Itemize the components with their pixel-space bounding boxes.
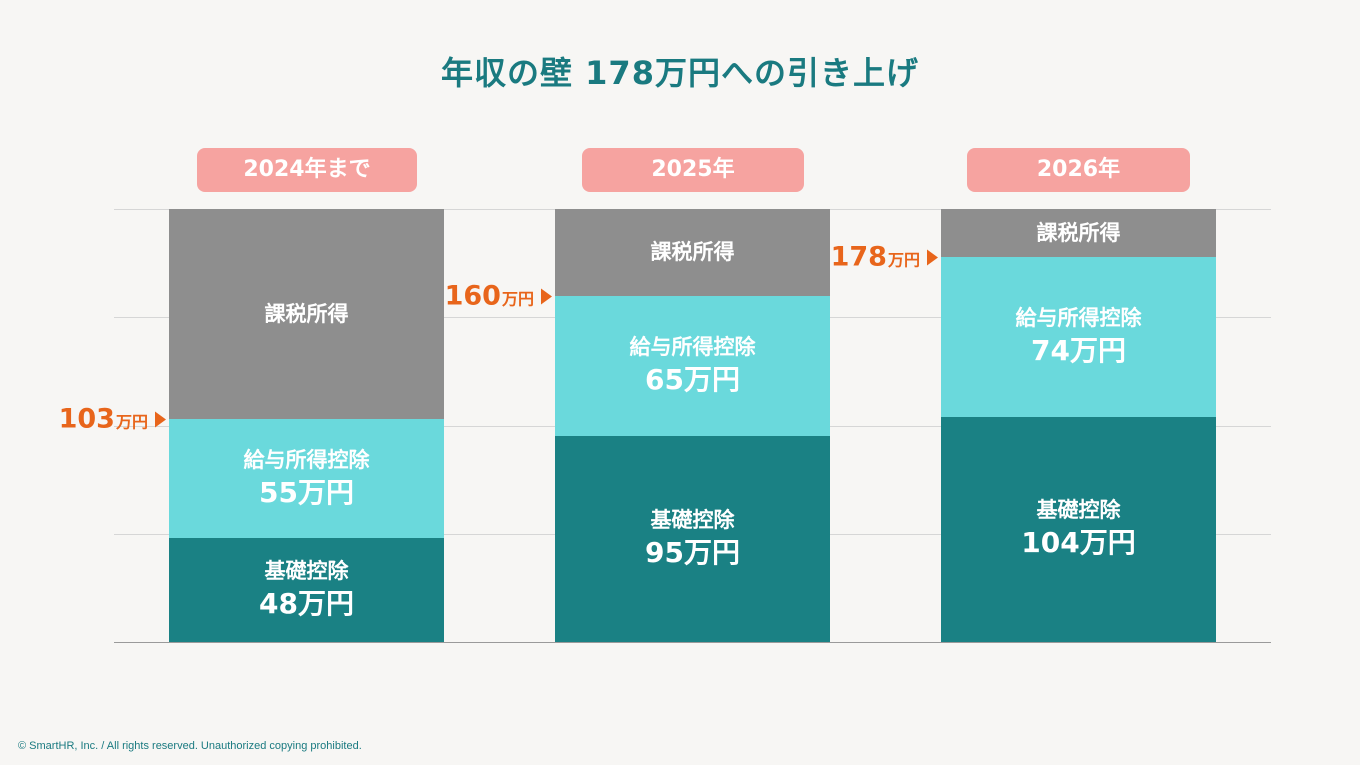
- segment-name: 課税所得: [650, 239, 735, 264]
- threshold-unit: 万円: [501, 289, 534, 309]
- segment-label: 給与所得控除 55万円: [169, 446, 444, 512]
- segment-label: 課税所得: [555, 238, 830, 266]
- segment-label: 課税所得: [169, 300, 444, 328]
- segment-label: 基礎控除 104万円: [941, 496, 1216, 562]
- bar-segment: [169, 209, 444, 419]
- copyright-footer: © SmartHR, Inc. / All rights reserved. U…: [18, 740, 362, 752]
- segment-value: 65万円: [645, 363, 740, 397]
- segment-label: 給与所得控除 65万円: [555, 333, 830, 399]
- segment-name: 給与所得控除: [1015, 305, 1142, 330]
- segment-value: 74万円: [1031, 334, 1126, 368]
- gridline: [114, 642, 1271, 643]
- category-label: 2026年: [967, 148, 1190, 192]
- category-label: 2024年まで: [197, 148, 417, 192]
- category-label: 2025年: [582, 148, 804, 192]
- bar-segment: [941, 417, 1216, 642]
- bar-segment: [941, 209, 1216, 257]
- bar-segment: [555, 436, 830, 642]
- segment-name: 基礎控除: [264, 558, 349, 583]
- triangle-arrow-icon: [541, 288, 552, 304]
- segment-name: 課税所得: [1036, 220, 1121, 245]
- triangle-arrow-icon: [155, 411, 166, 427]
- bar-segment: [941, 257, 1216, 417]
- segment-name: 給与所得控除: [243, 447, 370, 472]
- threshold-value: 103: [58, 403, 115, 435]
- bar-segment: [555, 296, 830, 436]
- threshold-marker: 178 万円: [831, 242, 938, 273]
- segment-label: 課税所得: [941, 219, 1216, 247]
- segment-name: 課税所得: [264, 301, 349, 326]
- segment-value: 48万円: [259, 587, 354, 621]
- segment-value: 104万円: [1021, 526, 1136, 560]
- segment-value: 55万円: [259, 476, 354, 510]
- threshold-marker: 160 万円: [445, 281, 552, 312]
- segment-value: 95万円: [645, 536, 740, 570]
- segment-name: 給与所得控除: [629, 334, 756, 359]
- segment-label: 基礎控除 48万円: [169, 557, 444, 623]
- threshold-marker: 103 万円: [59, 404, 166, 435]
- segment-label: 基礎控除 95万円: [555, 506, 830, 572]
- threshold-value: 178: [830, 241, 887, 273]
- segment-name: 基礎控除: [1036, 497, 1121, 522]
- threshold-value: 160: [444, 280, 501, 312]
- triangle-arrow-icon: [927, 249, 938, 265]
- segment-label: 給与所得控除 74万円: [941, 304, 1216, 370]
- threshold-unit: 万円: [887, 250, 920, 270]
- threshold-unit: 万円: [115, 412, 148, 432]
- bar-segment: [169, 419, 444, 538]
- bar-segment: [555, 209, 830, 296]
- bar-segment: [169, 538, 444, 642]
- segment-name: 基礎控除: [650, 507, 735, 532]
- page-title: 年収の壁 178万円への引き上げ: [441, 54, 919, 92]
